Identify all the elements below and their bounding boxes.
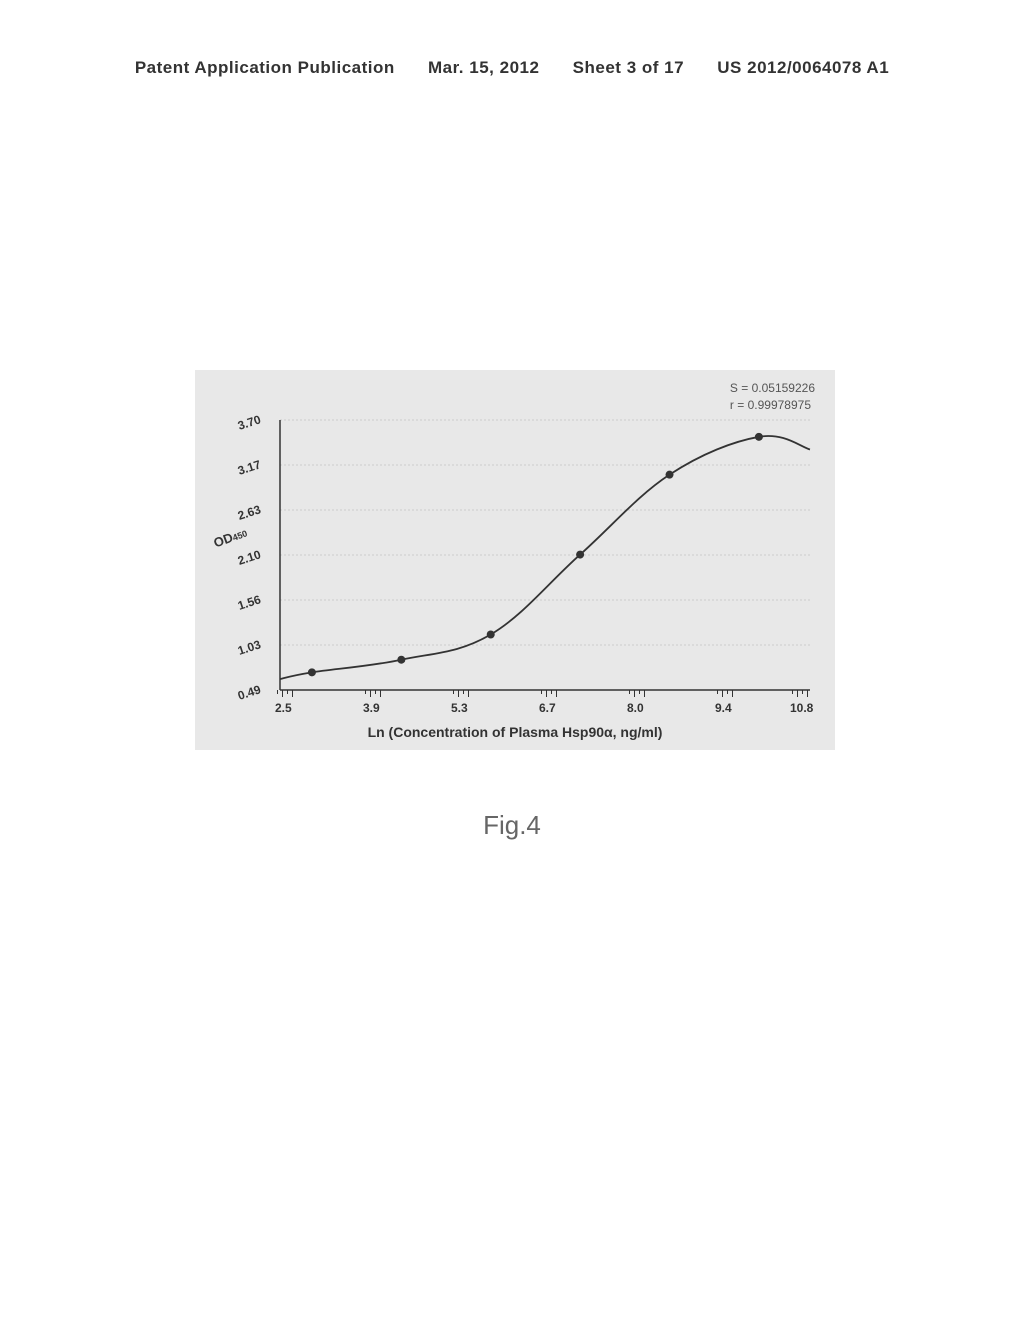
pub-number: US 2012/0064078 A1 xyxy=(717,58,889,78)
data-point xyxy=(755,433,763,441)
figure-label: Fig.4 xyxy=(0,810,1024,841)
x-tick-label: 2.5 xyxy=(275,701,292,715)
x-tick-label: 10.8 xyxy=(790,701,813,715)
patent-header: Patent Application Publication Mar. 15, … xyxy=(0,58,1024,78)
data-point xyxy=(308,668,316,676)
x-tick-label: 3.9 xyxy=(363,701,380,715)
data-point xyxy=(487,630,495,638)
x-tick-label: 5.3 xyxy=(451,701,468,715)
sheet-number: Sheet 3 of 17 xyxy=(573,58,684,78)
pub-type: Patent Application Publication xyxy=(135,58,395,78)
x-tick-label: 9.4 xyxy=(715,701,732,715)
chart-container: S = 0.05159226 r = 0.99978975 OD450 3.70… xyxy=(195,370,835,750)
x-tick-label: 8.0 xyxy=(627,701,644,715)
data-point xyxy=(576,551,584,559)
chart-svg xyxy=(195,370,835,750)
data-point xyxy=(397,656,405,664)
x-axis-label: Ln (Concentration of Plasma Hsp90α, ng/m… xyxy=(195,724,835,740)
data-point xyxy=(666,471,674,479)
x-tick-label: 6.7 xyxy=(539,701,556,715)
pub-date: Mar. 15, 2012 xyxy=(428,58,539,78)
